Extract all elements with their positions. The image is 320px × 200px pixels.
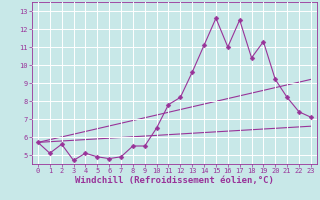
X-axis label: Windchill (Refroidissement éolien,°C): Windchill (Refroidissement éolien,°C) — [75, 176, 274, 185]
